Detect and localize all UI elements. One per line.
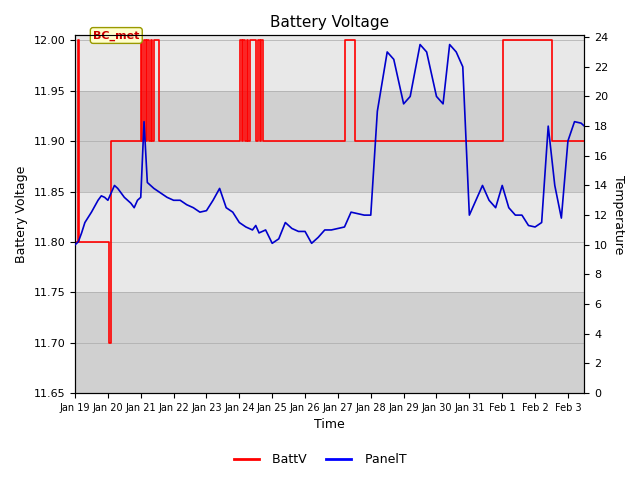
Bar [75,91,584,192]
Legend:  BattV,  PanelT: BattV, PanelT [228,448,412,471]
Bar [75,292,584,393]
Y-axis label: Battery Voltage: Battery Voltage [15,166,28,263]
Text: BC_met: BC_met [93,30,140,41]
X-axis label: Time: Time [314,419,345,432]
Y-axis label: Temperature: Temperature [612,175,625,254]
Bar [75,192,584,292]
Title: Battery Voltage: Battery Voltage [270,15,389,30]
